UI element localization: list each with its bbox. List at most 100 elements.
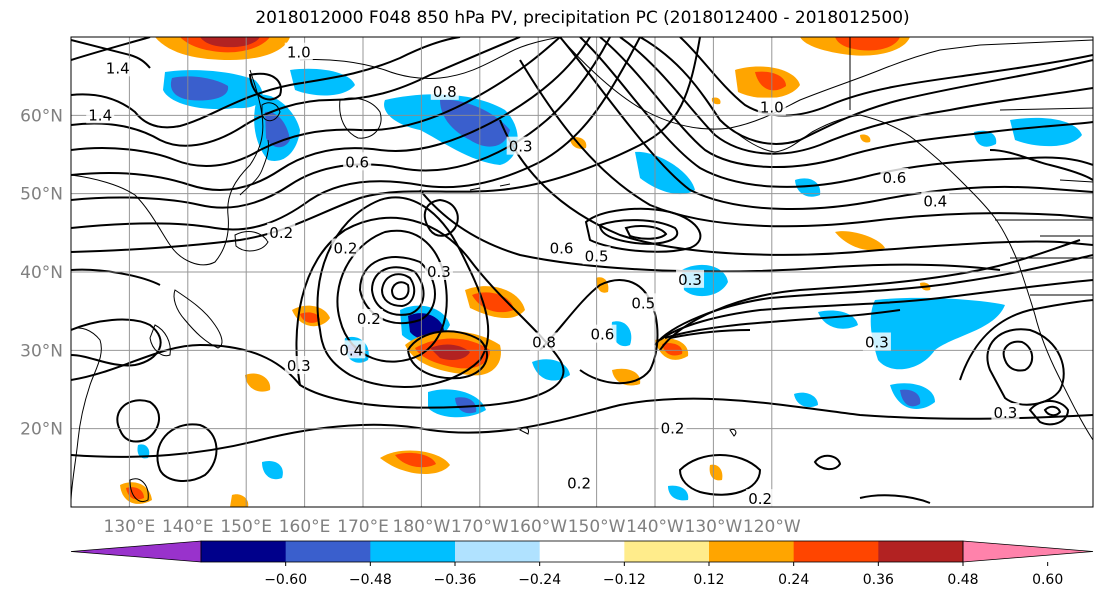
contour-label-bg [354, 309, 383, 327]
pv-contour [316, 196, 490, 388]
pv-contour [559, 37, 1093, 210]
precip-blob [611, 321, 632, 347]
pv-contour [295, 216, 565, 409]
pv-contour [584, 207, 702, 253]
precip-blob [430, 344, 470, 360]
contour-label: 0.2 [334, 240, 358, 258]
colorbar-tick-label: −0.12 [603, 572, 646, 588]
pv-contour [71, 39, 151, 69]
contour-label: 0.4 [923, 193, 947, 211]
contour-label-bg [547, 238, 576, 257]
pv-contour [989, 149, 1093, 181]
precip-blob [440, 99, 510, 147]
contour-label: 0.2 [661, 420, 685, 438]
x-tick-label: 120°W [743, 517, 801, 537]
pv-contour [71, 37, 591, 191]
x-tick-label: 180°W [393, 517, 451, 537]
pv-contour [499, 119, 1093, 256]
precip-blob [230, 494, 249, 507]
pv-contour [598, 219, 679, 245]
pv-contour [669, 329, 751, 339]
pv-contour [71, 37, 151, 61]
colorbar-tick-label: 0.36 [863, 572, 894, 588]
x-tick-label: 130°E [104, 517, 156, 537]
coastline [71, 327, 102, 501]
coastline [729, 114, 861, 153]
pv-contour [390, 281, 410, 301]
contour-label: 0.3 [509, 138, 533, 156]
x-tick-label: 160°E [279, 517, 331, 537]
pv-contour [859, 494, 931, 504]
pv-contour [71, 37, 461, 129]
colorbar-tick-label: −0.24 [518, 572, 561, 588]
contour-label: 1.4 [106, 59, 130, 77]
contour-label-bg [746, 489, 775, 508]
pv-contour [1028, 400, 1070, 426]
precip-blob [662, 343, 683, 356]
pv-contour [71, 268, 161, 286]
coastline [239, 139, 269, 196]
colorbar-segment [539, 541, 625, 562]
y-tick-label: 40°N [20, 263, 63, 283]
contour-label: 0.3 [993, 404, 1017, 422]
pv-contour [654, 254, 1093, 346]
contour-label: 0.6 [345, 153, 369, 171]
pv-contour [71, 397, 1093, 458]
coastline [149, 324, 171, 357]
contour-label-bg [331, 238, 360, 257]
coastline [129, 478, 149, 503]
contour-label: 1.0 [287, 44, 311, 62]
precip-blob [900, 389, 921, 407]
coastline [173, 289, 223, 349]
pv-contour [664, 309, 901, 339]
contour-label: 0.8 [532, 334, 556, 352]
x-tick-label: 170°W [451, 517, 509, 537]
precip-blob [245, 373, 271, 392]
chart-title: 2018012000 F048 850 hPa PV, precipitatio… [255, 8, 910, 28]
colorbar-tick-label: −0.36 [434, 572, 477, 588]
coastline [339, 97, 382, 139]
contour-label-bg [880, 168, 909, 186]
contour-label: 0.2 [567, 475, 591, 493]
precip-blob [200, 37, 260, 48]
pv-contour [519, 59, 1093, 228]
precip-blob [755, 71, 786, 91]
contour-label: 1.4 [88, 106, 112, 124]
precip-blob [262, 460, 283, 480]
contour-label: 0.5 [585, 247, 609, 265]
pv-contour [619, 37, 1093, 155]
contour-label: 0.3 [427, 263, 451, 281]
x-tick-label: 130°W [685, 517, 743, 537]
map-frame [70, 36, 1094, 508]
pv-contour [71, 37, 641, 231]
precip-blob [795, 178, 821, 197]
precip-blob [170, 76, 229, 101]
pv-contour [1043, 405, 1062, 417]
precip-blob [711, 97, 721, 105]
contour-label-bg [921, 191, 950, 210]
precip-blob [794, 392, 818, 408]
contour-label-bg [565, 473, 594, 492]
x-tick-label: 160°W [509, 517, 567, 537]
contour-label-bg [757, 97, 786, 116]
contour-label: 0.2 [269, 224, 293, 242]
coastline [1059, 179, 1093, 183]
precip-blob [974, 130, 997, 147]
pv-contour [678, 454, 762, 496]
y-tick-label: 20°N [20, 420, 63, 440]
coastlines [71, 37, 1093, 503]
colorbar-extend-low [70, 540, 202, 563]
contour-label: 0.6 [591, 326, 615, 344]
colorbar-segment [709, 541, 795, 562]
contour-label-bg [284, 42, 313, 61]
contour-label-bg [530, 332, 559, 351]
coastline [729, 429, 737, 437]
pv-contour [406, 330, 489, 380]
colorbar-segment [624, 541, 710, 562]
contour-label: 0.6 [550, 240, 574, 258]
contour-label-bg [991, 403, 1020, 421]
contour-label-bg [337, 340, 366, 359]
colorbar-outline [200, 540, 964, 563]
coastline [519, 426, 529, 435]
precip-blob [455, 397, 477, 414]
